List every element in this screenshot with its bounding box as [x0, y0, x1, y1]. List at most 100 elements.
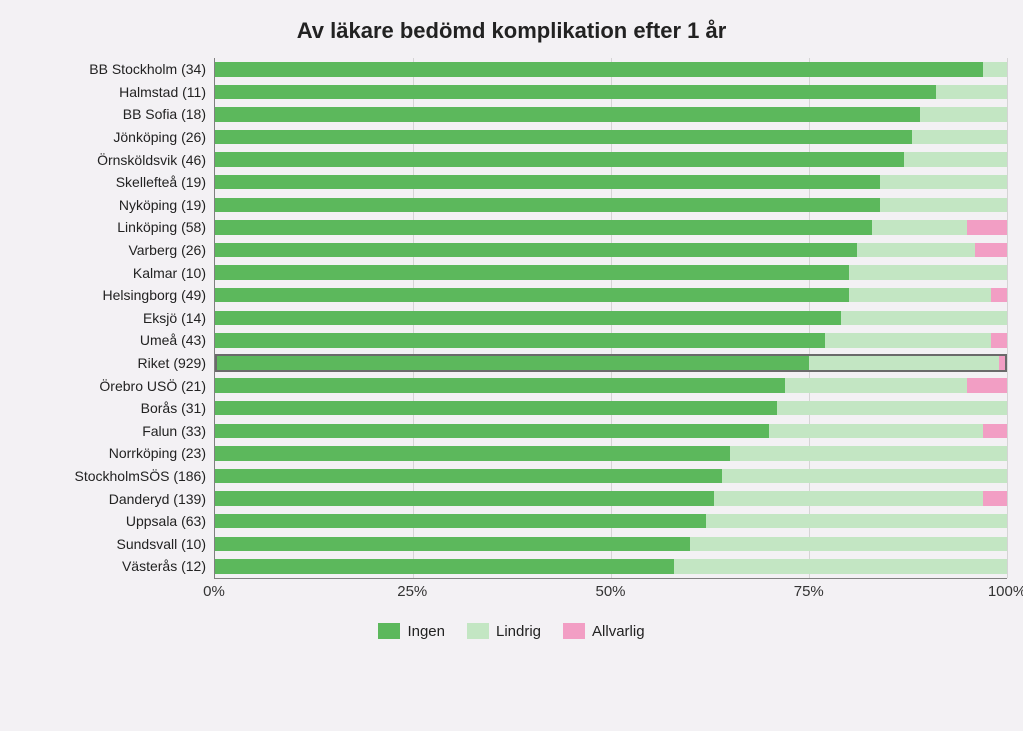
bar-segment-lindrig [674, 559, 1007, 573]
category-label: Riket (929) [138, 355, 206, 371]
bar-segment-allvarlig [991, 288, 1007, 302]
bar-segment-lindrig [722, 469, 1007, 483]
bar-segment-ingen [215, 288, 849, 302]
bar-segment-ingen [215, 378, 785, 392]
bar-segment-lindrig [857, 243, 976, 257]
bar-segment-allvarlig [975, 243, 1007, 257]
bar [215, 356, 1007, 370]
bar-segment-allvarlig [967, 220, 1007, 234]
bar-segment-ingen [215, 175, 880, 189]
bar [215, 401, 1007, 415]
bar-segment-lindrig [983, 62, 1007, 76]
bar-segment-lindrig [809, 356, 999, 370]
bar-segment-allvarlig [999, 356, 1007, 370]
bar-segment-ingen [215, 152, 904, 166]
bar [215, 424, 1007, 438]
bar-segment-lindrig [936, 85, 1007, 99]
bar [215, 537, 1007, 551]
bar-segment-ingen [215, 85, 936, 99]
bar [215, 152, 1007, 166]
bar-segment-ingen [215, 424, 769, 438]
legend-item-allvarlig: Allvarlig [563, 623, 645, 640]
bar-segment-allvarlig [983, 491, 1007, 505]
category-label: Varberg (26) [128, 242, 206, 258]
bar-segment-lindrig [706, 514, 1007, 528]
bar-segment-lindrig [920, 107, 1007, 121]
y-axis-labels: BB Stockholm (34)Halmstad (11)BB Sofia (… [16, 58, 214, 579]
bar-segment-lindrig [825, 333, 991, 347]
category-label: Uppsala (63) [126, 513, 206, 529]
bar-segment-allvarlig [983, 424, 1007, 438]
bar-segment-lindrig [714, 491, 983, 505]
bar [215, 243, 1007, 257]
bar [215, 62, 1007, 76]
bar [215, 514, 1007, 528]
legend-item-ingen: Ingen [378, 623, 445, 640]
bar-segment-lindrig [730, 446, 1007, 460]
bar-segment-allvarlig [967, 378, 1007, 392]
bar-segment-ingen [215, 220, 872, 234]
bar-segment-ingen [215, 107, 920, 121]
bar-segment-ingen [215, 537, 690, 551]
bar [215, 446, 1007, 460]
bar-segment-ingen [215, 446, 730, 460]
legend-label: Lindrig [496, 623, 541, 640]
bar-segment-lindrig [912, 130, 1007, 144]
legend: Ingen Lindrig Allvarlig [16, 623, 1007, 640]
grid-line [1007, 58, 1008, 578]
category-label: Helsingborg (49) [103, 287, 207, 303]
bar-segment-lindrig [777, 401, 1007, 415]
category-label: Jönköping (26) [113, 129, 206, 145]
category-label: Örnsköldsvik (46) [97, 152, 206, 168]
bar-segment-lindrig [785, 378, 967, 392]
bar-segment-ingen [215, 265, 849, 279]
x-tick-label: 50% [595, 583, 625, 600]
category-label: Halmstad (11) [119, 84, 206, 100]
bar-segment-allvarlig [991, 333, 1007, 347]
bar [215, 559, 1007, 573]
bar [215, 265, 1007, 279]
category-label: Linköping (58) [117, 219, 206, 235]
chart-container: Av läkare bedömd komplikation efter 1 år… [0, 0, 1023, 650]
bar-segment-ingen [215, 514, 706, 528]
category-label: Sundsvall (10) [117, 536, 207, 552]
bar-segment-lindrig [880, 198, 1007, 212]
bar [215, 198, 1007, 212]
bar-segment-lindrig [872, 220, 967, 234]
bar [215, 130, 1007, 144]
bar-segment-ingen [215, 198, 880, 212]
category-label: StockholmSÖS (186) [75, 468, 207, 484]
category-label: Danderyd (139) [109, 491, 206, 507]
legend-label: Allvarlig [592, 623, 645, 640]
category-label: Falun (33) [142, 423, 206, 439]
bar [215, 107, 1007, 121]
category-label: BB Stockholm (34) [89, 61, 206, 77]
bar-segment-ingen [215, 491, 714, 505]
legend-swatch [563, 623, 585, 639]
bar-segment-lindrig [690, 537, 1007, 551]
category-label: Eksjö (14) [143, 310, 206, 326]
legend-swatch [378, 623, 400, 639]
bar [215, 175, 1007, 189]
bar-segment-ingen [215, 356, 809, 370]
bars-area [214, 58, 1007, 579]
bar [215, 491, 1007, 505]
bar [215, 85, 1007, 99]
category-label: Borås (31) [141, 400, 206, 416]
x-tick-label: 25% [397, 583, 427, 600]
bar [215, 333, 1007, 347]
bar-segment-ingen [215, 243, 857, 257]
bar [215, 220, 1007, 234]
x-axis: 0%25%50%75%100% [214, 579, 1007, 607]
category-label: Norrköping (23) [109, 445, 206, 461]
bar-segment-lindrig [904, 152, 1007, 166]
bar [215, 378, 1007, 392]
category-label: Kalmar (10) [133, 265, 206, 281]
category-label: Umeå (43) [140, 332, 206, 348]
bar-segment-ingen [215, 130, 912, 144]
legend-label: Ingen [407, 623, 445, 640]
legend-item-lindrig: Lindrig [467, 623, 541, 640]
legend-swatch [467, 623, 489, 639]
bar-segment-lindrig [849, 265, 1007, 279]
bar-segment-ingen [215, 311, 841, 325]
